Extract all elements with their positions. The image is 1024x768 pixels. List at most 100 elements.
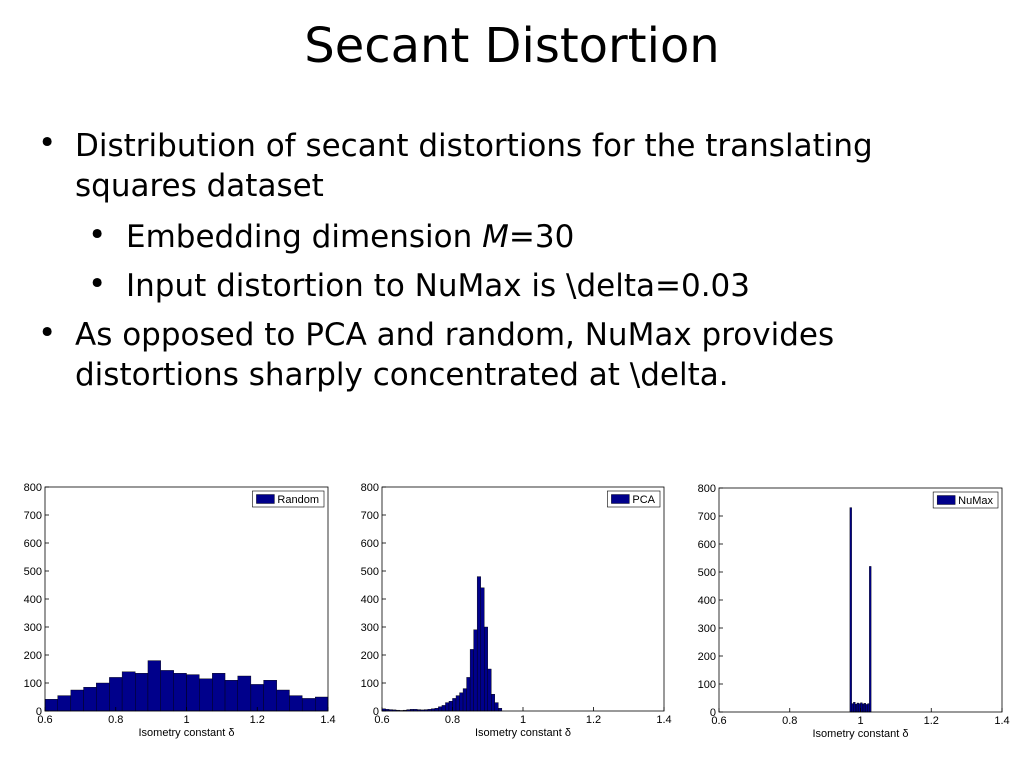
y-tick-label: 0 bbox=[373, 706, 379, 718]
bar bbox=[224, 680, 238, 712]
x-axis-label: Isometry constant δ bbox=[813, 728, 909, 740]
bar bbox=[865, 704, 868, 713]
bar bbox=[491, 694, 495, 712]
text: =30 bbox=[508, 219, 575, 255]
x-tick-label: 1.4 bbox=[320, 714, 335, 726]
bar bbox=[445, 702, 450, 712]
y-tick-label: 0 bbox=[710, 707, 716, 719]
y-tick-label: 200 bbox=[361, 650, 379, 662]
bar bbox=[160, 670, 174, 712]
y-tick-label: 200 bbox=[24, 650, 42, 662]
x-tick-label: 0.6 bbox=[374, 714, 389, 726]
bar bbox=[480, 587, 485, 712]
plot-area bbox=[382, 487, 664, 711]
bar bbox=[237, 675, 252, 712]
bar bbox=[301, 698, 316, 712]
y-tick-label: 800 bbox=[361, 482, 379, 494]
y-tick-label: 500 bbox=[698, 567, 716, 579]
bar bbox=[276, 689, 290, 712]
y-tick-label: 800 bbox=[698, 483, 716, 495]
legend-label: NuMax bbox=[958, 495, 993, 507]
y-tick-label: 500 bbox=[361, 566, 379, 578]
bar bbox=[867, 703, 870, 713]
bar bbox=[57, 695, 72, 712]
y-tick-label: 700 bbox=[698, 511, 716, 523]
bar bbox=[135, 673, 149, 712]
legend-swatch bbox=[611, 494, 630, 504]
bar bbox=[448, 701, 453, 712]
sub-bullet: Input distortion to NuMax is \delta=0.03 bbox=[126, 268, 750, 304]
bar bbox=[96, 682, 110, 712]
bullet-dot: • bbox=[38, 125, 57, 161]
x-axis-label: Isometry constant δ bbox=[475, 727, 571, 739]
bar bbox=[212, 673, 226, 712]
bar bbox=[856, 702, 859, 713]
legend-swatch bbox=[936, 495, 956, 505]
bar bbox=[147, 660, 161, 712]
bullet: As opposed to PCA and random, NuMax prov… bbox=[75, 317, 835, 393]
legend: NuMax bbox=[932, 491, 999, 509]
bar bbox=[466, 677, 471, 712]
bullet-dot: • bbox=[38, 315, 57, 351]
y-tick-label: 700 bbox=[24, 510, 42, 522]
x-tick-label: 1.4 bbox=[656, 714, 671, 726]
bar bbox=[853, 702, 856, 713]
x-tick-label: 1 bbox=[183, 714, 189, 726]
bar bbox=[441, 705, 446, 712]
y-tick-label: 300 bbox=[24, 622, 42, 634]
bullet-dot: • bbox=[88, 217, 107, 253]
bar bbox=[452, 698, 457, 712]
plot-area bbox=[719, 488, 1002, 712]
bar bbox=[289, 695, 303, 712]
text: M bbox=[482, 219, 509, 255]
y-tick-label: 0 bbox=[36, 706, 42, 718]
x-tick-label: 0.8 bbox=[108, 714, 123, 726]
bar bbox=[469, 649, 474, 712]
bar bbox=[854, 703, 858, 713]
bar bbox=[121, 671, 136, 712]
bullet-dot: • bbox=[88, 266, 107, 302]
bar bbox=[70, 689, 84, 712]
bar bbox=[462, 688, 467, 712]
bar bbox=[459, 692, 464, 712]
bar bbox=[487, 668, 492, 712]
legend-label: PCA bbox=[632, 494, 655, 506]
bar bbox=[109, 677, 123, 712]
bar bbox=[186, 674, 200, 712]
y-tick-label: 100 bbox=[698, 679, 716, 691]
x-tick-label: 1.2 bbox=[586, 714, 601, 726]
y-tick-label: 800 bbox=[24, 482, 42, 494]
bar bbox=[863, 703, 867, 713]
y-tick-label: 300 bbox=[361, 622, 379, 634]
y-tick-label: 100 bbox=[361, 678, 379, 690]
x-tick-label: 1 bbox=[857, 715, 863, 727]
x-tick-label: 1 bbox=[520, 714, 526, 726]
legend: Random bbox=[252, 490, 325, 508]
bullet: Distribution of secant distortions for t… bbox=[75, 128, 873, 204]
bar bbox=[455, 695, 460, 712]
x-tick-label: 1.4 bbox=[994, 715, 1009, 727]
bar bbox=[494, 702, 499, 712]
bar bbox=[315, 696, 329, 712]
legend-label: Random bbox=[277, 494, 319, 506]
bar bbox=[44, 699, 58, 712]
x-tick-label: 1.2 bbox=[250, 714, 265, 726]
chart: 0 100 200 300 400 500 600 700 800 0.6 0.8 1 1.2 1.4 Is… bbox=[24, 482, 336, 739]
bar bbox=[263, 680, 277, 712]
slide-title: Secant Distortion bbox=[304, 18, 720, 74]
chart: 0 100 200 300 400 500 600 700 800 0.6 0.8 1 1.2 1.4 Is… bbox=[698, 483, 1010, 740]
bar bbox=[473, 629, 478, 712]
bar bbox=[498, 708, 503, 712]
x-tick-label: 0.6 bbox=[37, 714, 52, 726]
x-tick-label: 1.2 bbox=[924, 715, 939, 727]
bar bbox=[434, 708, 439, 712]
bar bbox=[438, 706, 443, 712]
y-tick-label: 400 bbox=[361, 594, 379, 606]
y-tick-label: 300 bbox=[698, 623, 716, 635]
y-tick-label: 600 bbox=[698, 539, 716, 551]
chart: 0 100 200 300 400 500 600 700 800 0.6 0.8 1 1.2 1.4 Is… bbox=[361, 482, 672, 739]
bar bbox=[862, 703, 865, 713]
y-tick-label: 200 bbox=[698, 651, 716, 663]
